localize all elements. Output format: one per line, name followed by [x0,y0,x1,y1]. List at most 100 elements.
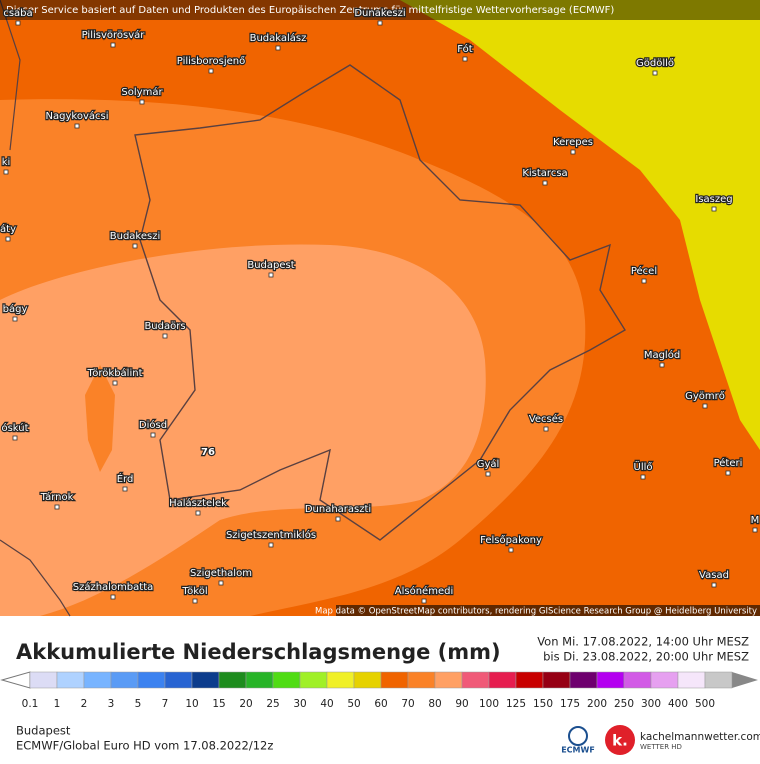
scale-swatch [326,671,355,689]
place-marker [110,594,116,600]
scale-swatch [596,671,625,689]
place-marker [12,435,18,441]
place-marker [640,474,646,480]
header-note: Dieser Service basiert auf Daten und Pro… [6,5,614,16]
value-label: 76 [201,447,215,458]
scale-label: 40 [320,698,333,710]
place-label: Gyömrő [685,390,725,402]
place-label: Érd [117,472,134,485]
place-marker [122,486,128,492]
scale-swatch [677,671,706,689]
scale-label: 30 [293,698,306,710]
scale-swatch [191,671,220,689]
place-label: Nagykovácsi [46,110,109,122]
scale-label: 500 [695,698,715,710]
scale-label: 0.1 [22,698,39,710]
scale-label: 15 [212,698,225,710]
zone [400,0,760,450]
place-label: Isaszeg [695,194,732,205]
place-label: Felsőpakony [480,534,542,546]
legend-title: Akkumulierte Niederschlagsmenge (mm) [16,640,501,664]
place-marker [462,56,468,62]
scale-swatch [380,671,409,689]
place-label: Gyál [477,458,500,470]
place-marker [54,504,60,510]
place-label: Budakalász [250,32,307,44]
scale-label: 250 [614,698,634,710]
place-marker [542,180,548,186]
location: Budapest [16,724,71,738]
logo-mark: k. [612,732,628,750]
place-marker [15,20,21,26]
kachelmann-icon [605,725,635,755]
scale-label: 175 [560,698,580,710]
scale-swatch [245,671,274,689]
scale-swatch [434,671,463,689]
place-marker [570,149,576,155]
scale-label: 10 [185,698,198,710]
place-label: Péteri [714,457,743,469]
scale-label: 25 [266,698,279,710]
map: Dieser Service basiert auf Daten und Pro… [0,0,760,617]
place-marker [268,542,274,548]
place-marker [659,362,665,368]
place-label: Fót [457,43,473,55]
scale-label: 2 [81,698,88,710]
place-label: Pécel [631,265,657,277]
scale-swatch [272,671,301,689]
scale-label: 200 [587,698,607,710]
place-label: Pilisborosjenő [177,55,245,67]
place-marker [711,206,717,212]
place-marker [74,123,80,129]
scale-arrow [732,672,758,688]
place-label: csaba [3,8,32,19]
logo-text: ECMWF [561,746,595,755]
river-border [0,0,71,617]
logo-text: WETTER HD [640,743,682,751]
place-label: Alsónémedi [395,585,453,597]
place-marker [218,580,224,586]
place-marker [508,547,514,553]
city-border [134,64,626,541]
scale-swatch [569,671,598,689]
scale-swatch [299,671,328,689]
scale-swatch [29,671,58,689]
scale-swatch [353,671,382,689]
place-label: Szigethalom [190,568,252,579]
place-marker [702,403,708,409]
place-label: Diósd [139,419,167,431]
place-label: Vasad [699,570,729,581]
place-marker [711,582,717,588]
scale-swatch [83,671,112,689]
place-marker [110,42,116,48]
place-label: ki [2,157,11,168]
place-label: Szigetszentmiklós [226,529,316,541]
place-marker [652,70,658,76]
place-marker [725,470,731,476]
place-label: Tárnok [40,491,74,503]
scale-swatch [542,671,571,689]
place-label: Budakeszi [110,231,161,242]
place-marker [192,598,198,604]
scale-label: 80 [428,698,441,710]
place-label: Kerepes [553,137,593,148]
place-label: óskút [1,422,28,434]
scale-label: 5 [135,698,142,710]
place-marker [132,243,138,249]
scale-label: 1 [54,698,61,710]
place-label: Budaörs [144,321,185,332]
place-label: Tököl [181,586,207,597]
place-label: Kistarcsa [522,168,567,179]
scale-swatch [407,671,436,689]
place-label: Halásztelek [169,497,227,509]
scale-swatch [56,671,85,689]
scale-arrow [0,671,31,689]
place-marker [112,380,118,386]
place-marker [3,169,9,175]
place-label: Százhalombatta [73,581,154,593]
place-marker [150,432,156,438]
place-marker [195,510,201,516]
attribution-bar [336,605,760,616]
scale-label: 7 [162,698,169,710]
scale-swatch [704,671,733,689]
